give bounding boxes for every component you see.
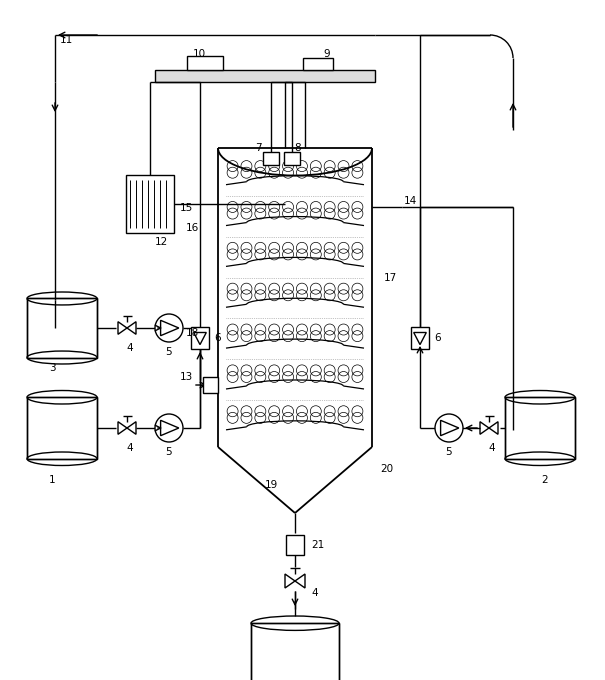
Text: 5: 5 (166, 347, 172, 357)
Text: 4: 4 (489, 443, 495, 453)
Text: 14: 14 (404, 196, 417, 206)
Bar (303, 58, 333, 70)
Text: 20: 20 (380, 464, 393, 474)
Bar (27, 299, 97, 358)
Bar (505, 397, 575, 459)
Text: 11: 11 (60, 35, 73, 45)
Bar (218, 148, 372, 447)
Text: 2: 2 (541, 475, 548, 485)
Bar (187, 56, 223, 70)
Bar (27, 299, 97, 358)
Text: 16: 16 (186, 223, 199, 233)
Bar (203, 377, 218, 393)
Bar (286, 535, 304, 555)
Bar (251, 623, 339, 680)
Text: 4: 4 (311, 588, 318, 598)
Text: 17: 17 (384, 273, 397, 283)
Text: 5: 5 (166, 447, 172, 457)
Bar (126, 175, 174, 233)
Text: 12: 12 (155, 237, 168, 247)
Bar (191, 327, 209, 349)
Circle shape (435, 414, 463, 442)
Bar (27, 397, 97, 459)
Bar (505, 397, 575, 459)
Bar (27, 397, 97, 459)
Text: 19: 19 (265, 480, 278, 490)
Bar (411, 327, 429, 349)
Text: 15: 15 (180, 203, 193, 213)
Bar (27, 397, 97, 459)
Text: 3: 3 (48, 363, 55, 373)
Text: 4: 4 (126, 343, 133, 353)
Bar (284, 152, 300, 165)
Bar (263, 152, 279, 165)
Text: 1: 1 (48, 475, 55, 485)
Bar (251, 623, 339, 680)
Text: 4: 4 (126, 443, 133, 453)
Text: 10: 10 (193, 49, 206, 59)
Text: 9: 9 (323, 49, 330, 59)
Bar (27, 299, 97, 358)
Text: 5: 5 (446, 447, 453, 457)
Circle shape (155, 414, 183, 442)
Text: 7: 7 (255, 143, 261, 153)
Text: 13: 13 (180, 372, 193, 382)
Circle shape (155, 314, 183, 342)
Text: 6: 6 (214, 333, 221, 343)
Text: 6: 6 (434, 333, 440, 343)
Text: 8: 8 (294, 143, 301, 153)
Text: 21: 21 (311, 540, 324, 550)
Text: 18: 18 (186, 328, 199, 338)
Bar (251, 623, 339, 680)
Bar (505, 397, 575, 459)
Bar (155, 70, 375, 82)
